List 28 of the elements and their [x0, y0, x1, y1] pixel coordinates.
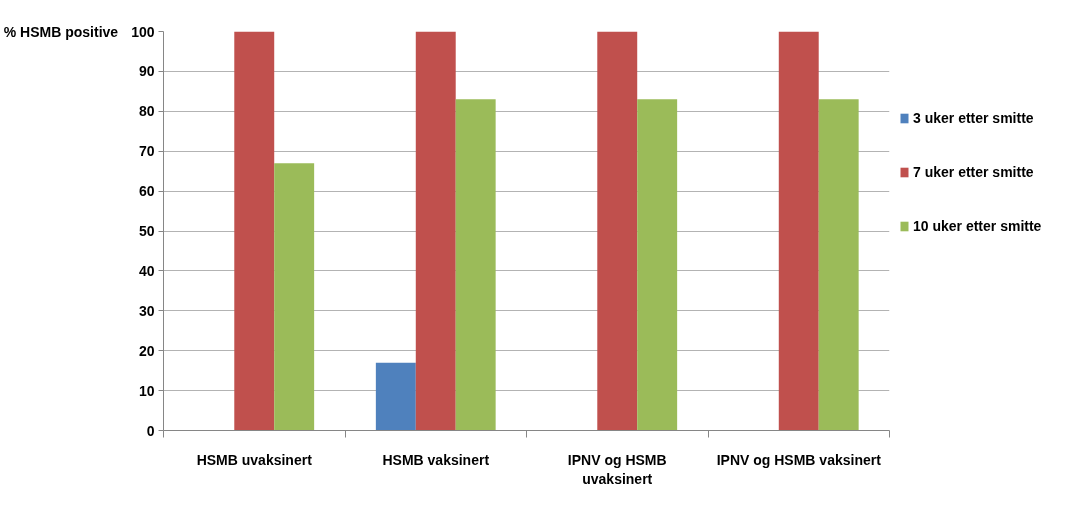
bar: [234, 31, 275, 431]
bar: [778, 31, 819, 431]
y-tick-label: 40: [138, 262, 155, 279]
y-tick-label: 90: [138, 63, 155, 80]
x-tick-label: HSMB vaksinert: [382, 451, 490, 468]
y-tick-label: 0: [146, 422, 155, 439]
legend-label: 7 uker etter smitte: [913, 164, 1034, 180]
bar: [818, 99, 859, 431]
bar: [597, 31, 638, 431]
y-tick-label: 70: [138, 143, 155, 160]
bar: [415, 31, 456, 431]
bar: [455, 99, 496, 431]
bar: [375, 362, 416, 431]
y-tick-label: 20: [138, 342, 155, 359]
legend-label: 3 uker etter smitte: [913, 110, 1034, 126]
x-tick-label: IPNV og HSMB vaksinert: [716, 451, 882, 468]
bar: [637, 99, 678, 431]
bar: [274, 163, 315, 431]
y-tick-label: 30: [138, 302, 155, 319]
y-tick-label: 60: [138, 183, 155, 200]
x-tick-label: IPNV og HSMB uvaksinert: [567, 451, 667, 487]
y-tick-label: 100: [131, 23, 155, 40]
legend-label: 10 uker etter smitte: [913, 218, 1042, 234]
y-tick-label: 80: [138, 103, 155, 120]
y-tick-label: 50: [138, 223, 155, 239]
y-axis-title: % HSMB positive: [3, 23, 119, 40]
y-tick-label: 10: [138, 382, 155, 399]
x-tick-label: HSMB uvaksinert: [196, 451, 313, 468]
